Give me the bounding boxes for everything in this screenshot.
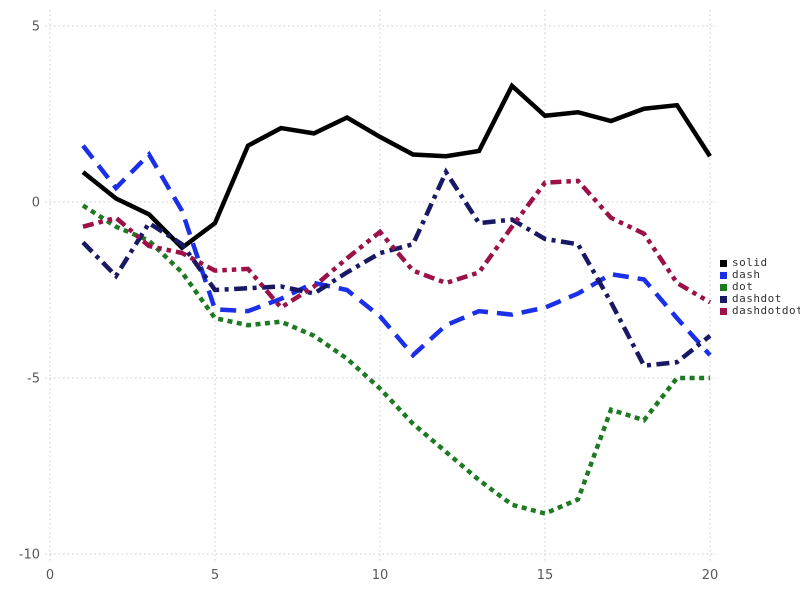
legend-swatch-dashdotdot xyxy=(720,307,727,315)
legend-item-dashdot: dashdot xyxy=(720,292,800,305)
series-line-solid xyxy=(81,82,712,251)
x-tick-label: 5 xyxy=(211,568,219,583)
x-tick-label: 15 xyxy=(537,568,554,583)
legend-label-dashdotdot: dashdotdot xyxy=(732,304,800,317)
legend-label-solid: solid xyxy=(732,256,768,269)
y-tick-label: -10 xyxy=(19,548,40,563)
x-tick-label: 0 xyxy=(46,568,54,583)
y-tick-label: 0 xyxy=(32,196,40,211)
legend-item-dash: dash xyxy=(720,268,800,281)
series-line-dashdot xyxy=(81,167,712,369)
legend-swatch-dot xyxy=(720,283,727,291)
series-line-dash xyxy=(81,144,712,359)
legend-swatch-solid xyxy=(720,259,727,267)
legend-label-dashdot: dashdot xyxy=(732,292,782,305)
legend-label-dot: dot xyxy=(732,280,754,293)
legend-item-dashdotdot: dashdotdot xyxy=(720,304,800,317)
x-tick-label: 10 xyxy=(372,568,389,583)
y-tick-label: -5 xyxy=(27,372,40,387)
legend-swatch-dash xyxy=(720,271,727,279)
legend-item-solid: solid xyxy=(720,256,800,269)
legend: solid dash dot dashdot dashdotdot xyxy=(720,256,800,317)
legend-item-dot: dot xyxy=(720,280,800,293)
legend-label-dash: dash xyxy=(732,268,761,281)
legend-swatch-dashdot xyxy=(720,295,727,303)
x-tick-label: 20 xyxy=(702,568,719,583)
y-tick-label: 5 xyxy=(32,20,40,35)
